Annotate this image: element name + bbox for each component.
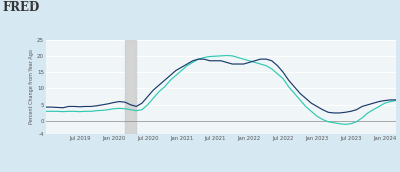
Text: FRED: FRED — [2, 1, 39, 14]
Bar — [125, 40, 136, 134]
Y-axis label: Percent Change from Year Ago: Percent Change from Year Ago — [29, 49, 34, 124]
Text: ∼: ∼ — [29, 1, 35, 7]
